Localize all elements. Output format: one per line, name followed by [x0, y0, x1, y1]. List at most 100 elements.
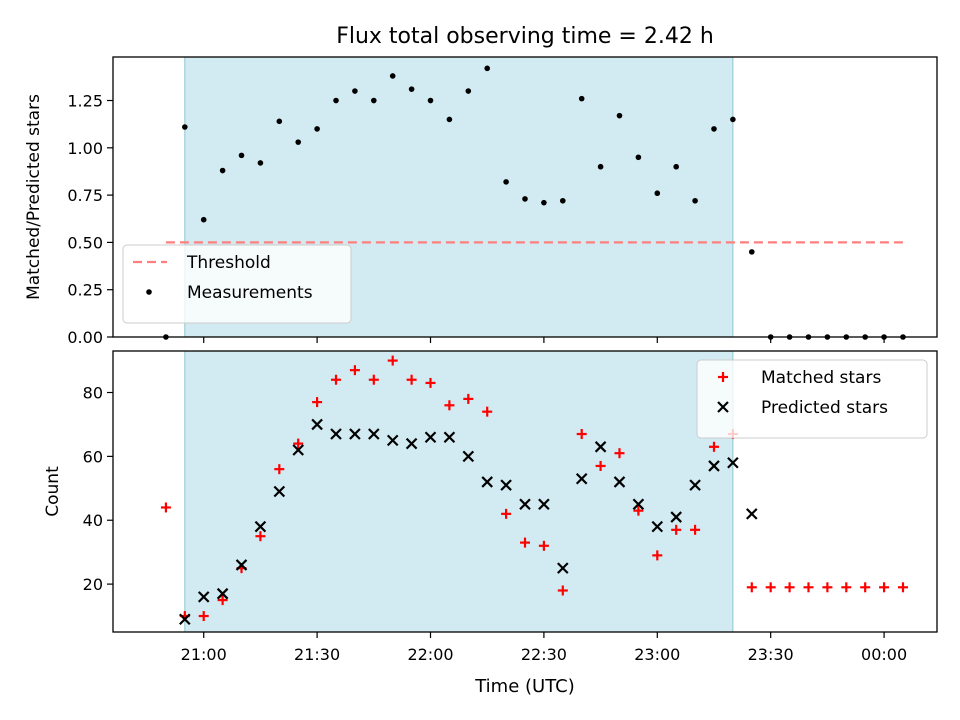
- measurement-point: [389, 73, 396, 79]
- measurement-point: [616, 112, 623, 119]
- matched-star-point: [633, 505, 644, 516]
- x-marker-b: [557, 562, 569, 574]
- matched-star-point: [501, 508, 512, 519]
- x-marker-b: [575, 472, 588, 485]
- predicted-star-point: [519, 498, 531, 511]
- matched-star-point: [425, 377, 436, 388]
- measurement-point: [597, 163, 604, 170]
- legend-label: Threshold: [186, 253, 271, 273]
- x-marker-b: [727, 456, 739, 469]
- x-marker-b: [481, 476, 493, 488]
- matched-star-point: [349, 365, 360, 376]
- predicted-star-point: [368, 428, 380, 440]
- measurement-point: [730, 116, 736, 123]
- matched-star-point: [576, 429, 587, 440]
- x-marker-b: [746, 508, 758, 520]
- matched-star-point: [803, 582, 814, 593]
- x-marker-b: [594, 441, 607, 453]
- y-tick-label: 0.25: [67, 281, 103, 300]
- y-tick-label: 1.00: [67, 139, 103, 158]
- legend: Matched stars Predicted stars: [696, 359, 928, 439]
- matched-star-point: [387, 355, 398, 366]
- x-marker-b: [651, 520, 664, 533]
- measurement-point: [692, 197, 698, 204]
- top-panel: 0.00 0.25 0.50 0.75 1.00 1.25 Matched/Predicte…: [24, 56, 938, 347]
- y-tick-label: 40: [83, 511, 103, 530]
- matched-star-point: [708, 441, 719, 452]
- measurement-point: [484, 65, 491, 72]
- legend-box: [122, 244, 352, 324]
- matched-star-point: [368, 374, 379, 385]
- axes-frame: [112, 56, 938, 338]
- measurement-point: [578, 95, 585, 102]
- predicted-star-point: [613, 476, 626, 488]
- predicted-star-point: [746, 508, 758, 520]
- x-marker-b: [273, 485, 286, 498]
- matched-star-point: [765, 582, 776, 593]
- matched-star-point: [860, 582, 871, 593]
- predicted-star-point: [273, 485, 286, 498]
- predicted-star-point: [254, 520, 267, 533]
- legend-label: Matched stars: [761, 368, 881, 388]
- measurement-point: [371, 97, 377, 104]
- x-marker-b: [179, 613, 191, 626]
- predicted-star-point: [481, 476, 493, 488]
- matched-star-point: [671, 524, 682, 535]
- predicted-star-point: [424, 431, 437, 443]
- legend-marker: [146, 289, 152, 295]
- measurement-point: [314, 126, 320, 132]
- x-marker-b: [368, 428, 380, 440]
- measurement-point: [541, 199, 547, 206]
- x-marker-b: [197, 591, 210, 603]
- predicted-star-point: [235, 559, 248, 571]
- x-tick-label: 23:30: [748, 645, 794, 664]
- matched-star-point: [274, 464, 285, 475]
- x-marker-b: [386, 434, 399, 447]
- predicted-star-point: [292, 444, 304, 456]
- predicted-star-point: [670, 511, 682, 523]
- measurement-point: [427, 97, 434, 104]
- measurement-point: [522, 196, 528, 202]
- matched-star-point: [331, 374, 342, 385]
- x-marker-b: [689, 479, 701, 491]
- y-axis-label: Count: [43, 466, 63, 517]
- measurement-point: [219, 167, 226, 174]
- predicted-star-point: [632, 498, 645, 511]
- measurement-point: [503, 179, 509, 185]
- predicted-star-point: [708, 460, 720, 472]
- x-tick-label: 21:00: [181, 645, 227, 664]
- predicted-star-point: [216, 587, 229, 600]
- measurement-point: [182, 124, 188, 130]
- legend-marker: [717, 401, 729, 413]
- matched-star-point: [614, 448, 625, 459]
- predicted-star-point: [330, 428, 342, 440]
- x-marker-b: [670, 511, 682, 523]
- y-axis-label: Matched/Predicted stars: [24, 94, 44, 300]
- matched-star-point: [557, 585, 568, 596]
- matched-star-point: [595, 460, 606, 471]
- measurement-point: [748, 249, 755, 255]
- predicted-star-point: [575, 472, 588, 485]
- x-marker-b: [235, 559, 248, 571]
- x-tick-label: 21:30: [294, 645, 340, 664]
- x-marker-b: [254, 520, 267, 533]
- x-tick-label: 23:00: [634, 645, 680, 664]
- legend-box: [696, 359, 928, 439]
- matched-star-point: [538, 540, 549, 551]
- measurement-point: [295, 139, 302, 145]
- matched-star-point: [293, 438, 304, 449]
- measurement-point: [465, 88, 472, 94]
- predicted-star-point: [405, 437, 418, 450]
- measurement-point: [711, 126, 717, 132]
- bottom-panel: 20 40 60 80 21:00 21:30 22:00 22:30 23:00 23:30 00…: [43, 350, 938, 664]
- x-marker-b: [519, 498, 531, 511]
- measurement-point: [352, 88, 358, 94]
- matched-star-point: [312, 397, 323, 408]
- x-tick-label: 22:30: [521, 645, 567, 664]
- x-marker-b: [330, 428, 342, 440]
- legend-label: Measurements: [187, 283, 313, 303]
- matched-star-point: [482, 406, 493, 417]
- predicted-star-point: [197, 591, 210, 603]
- predicted-star-point: [689, 479, 701, 491]
- y-tick-label: 60: [83, 447, 103, 466]
